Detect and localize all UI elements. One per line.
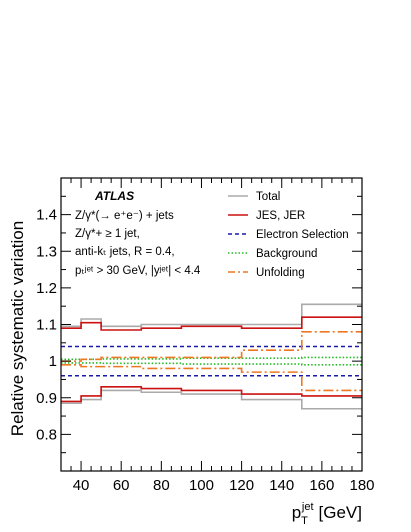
x-tick-label-80: 80 bbox=[153, 477, 170, 494]
x-axis-title-unit: [GeV] bbox=[319, 503, 362, 522]
series-layer bbox=[61, 303, 362, 410]
y-tick-label-1: 1 bbox=[49, 353, 57, 370]
legend-label-jes-jer: JES, JER bbox=[256, 210, 305, 222]
tick-labels-layer: 40 60 80 100 120 140 160 180 0.8 0.9 1 1.1 1.2 1.3 1.4 bbox=[36, 207, 374, 494]
x-axis-title-superscript: jet bbox=[301, 501, 314, 513]
legend: Total JES, JER Electron Selection Backgroun… bbox=[228, 191, 349, 279]
series-unfolding-up bbox=[61, 331, 362, 362]
x-tick-label-100: 100 bbox=[189, 477, 214, 494]
legend-label-background: Background bbox=[256, 248, 317, 260]
series-jes-jer-down bbox=[61, 385, 362, 403]
legend-label-electron-selection: Electron Selection bbox=[256, 229, 349, 241]
annotation-selection: Z/γ*+ ≥ 1 jet, bbox=[75, 228, 140, 240]
y-tick-label-0-8: 0.8 bbox=[36, 426, 57, 443]
x-tick-label-160: 160 bbox=[309, 477, 334, 494]
x-tick-label-120: 120 bbox=[229, 477, 254, 494]
legend-label-total: Total bbox=[256, 191, 280, 203]
x-tick-label-140: 140 bbox=[269, 477, 294, 494]
x-axis-title-subscript: T bbox=[301, 515, 308, 527]
annotation-process: Z/γ*(→ e⁺e⁻) + jets bbox=[75, 210, 174, 222]
series-total-up bbox=[61, 303, 362, 328]
annotation-jet-algorithm: anti-kₜ jets, R = 0.4, bbox=[75, 246, 175, 258]
series-background-up bbox=[61, 356, 362, 361]
atlas-label: ATLAS bbox=[94, 189, 134, 203]
y-tick-label-1-3: 1.3 bbox=[36, 243, 57, 260]
series-jes-jer-up bbox=[61, 316, 362, 331]
x-tick-label-60: 60 bbox=[113, 477, 130, 494]
annotation-jet-cuts: pₜʲᵉᵗ > 30 GeV, |yʲᵉᵗ| < 4.4 bbox=[75, 265, 201, 277]
x-tick-label-40: 40 bbox=[73, 477, 90, 494]
series-unfolding-down bbox=[61, 363, 362, 392]
y-tick-label-0-9: 0.9 bbox=[36, 390, 57, 407]
y-tick-label-1-2: 1.2 bbox=[36, 280, 57, 297]
ticks-layer bbox=[60, 178, 363, 472]
y-tick-label-1-1: 1.1 bbox=[36, 317, 57, 334]
series-total-down bbox=[61, 389, 362, 410]
legend-label-unfolding: Unfolding bbox=[256, 267, 305, 279]
y-tick-label-1-4: 1.4 bbox=[36, 207, 57, 224]
series-background-down bbox=[61, 362, 362, 366]
x-axis-title-main: p bbox=[292, 503, 301, 522]
x-tick-label-180: 180 bbox=[349, 477, 374, 494]
y-axis-title: Relative systematic variation bbox=[8, 221, 27, 436]
x-axis-title: pTjet [GeV] bbox=[292, 501, 362, 527]
